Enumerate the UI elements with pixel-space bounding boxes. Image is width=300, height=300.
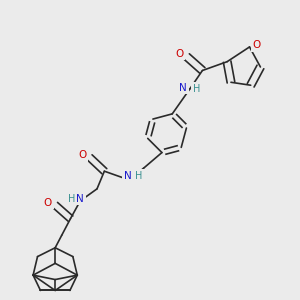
Text: H: H <box>193 84 200 94</box>
Text: O: O <box>78 150 86 160</box>
Text: O: O <box>175 49 184 59</box>
Text: H: H <box>134 171 142 181</box>
Text: O: O <box>44 198 52 208</box>
Text: N: N <box>124 171 132 181</box>
Text: N: N <box>76 194 84 204</box>
Text: N: N <box>179 82 187 93</box>
Text: O: O <box>253 40 261 50</box>
Text: H: H <box>68 194 76 204</box>
